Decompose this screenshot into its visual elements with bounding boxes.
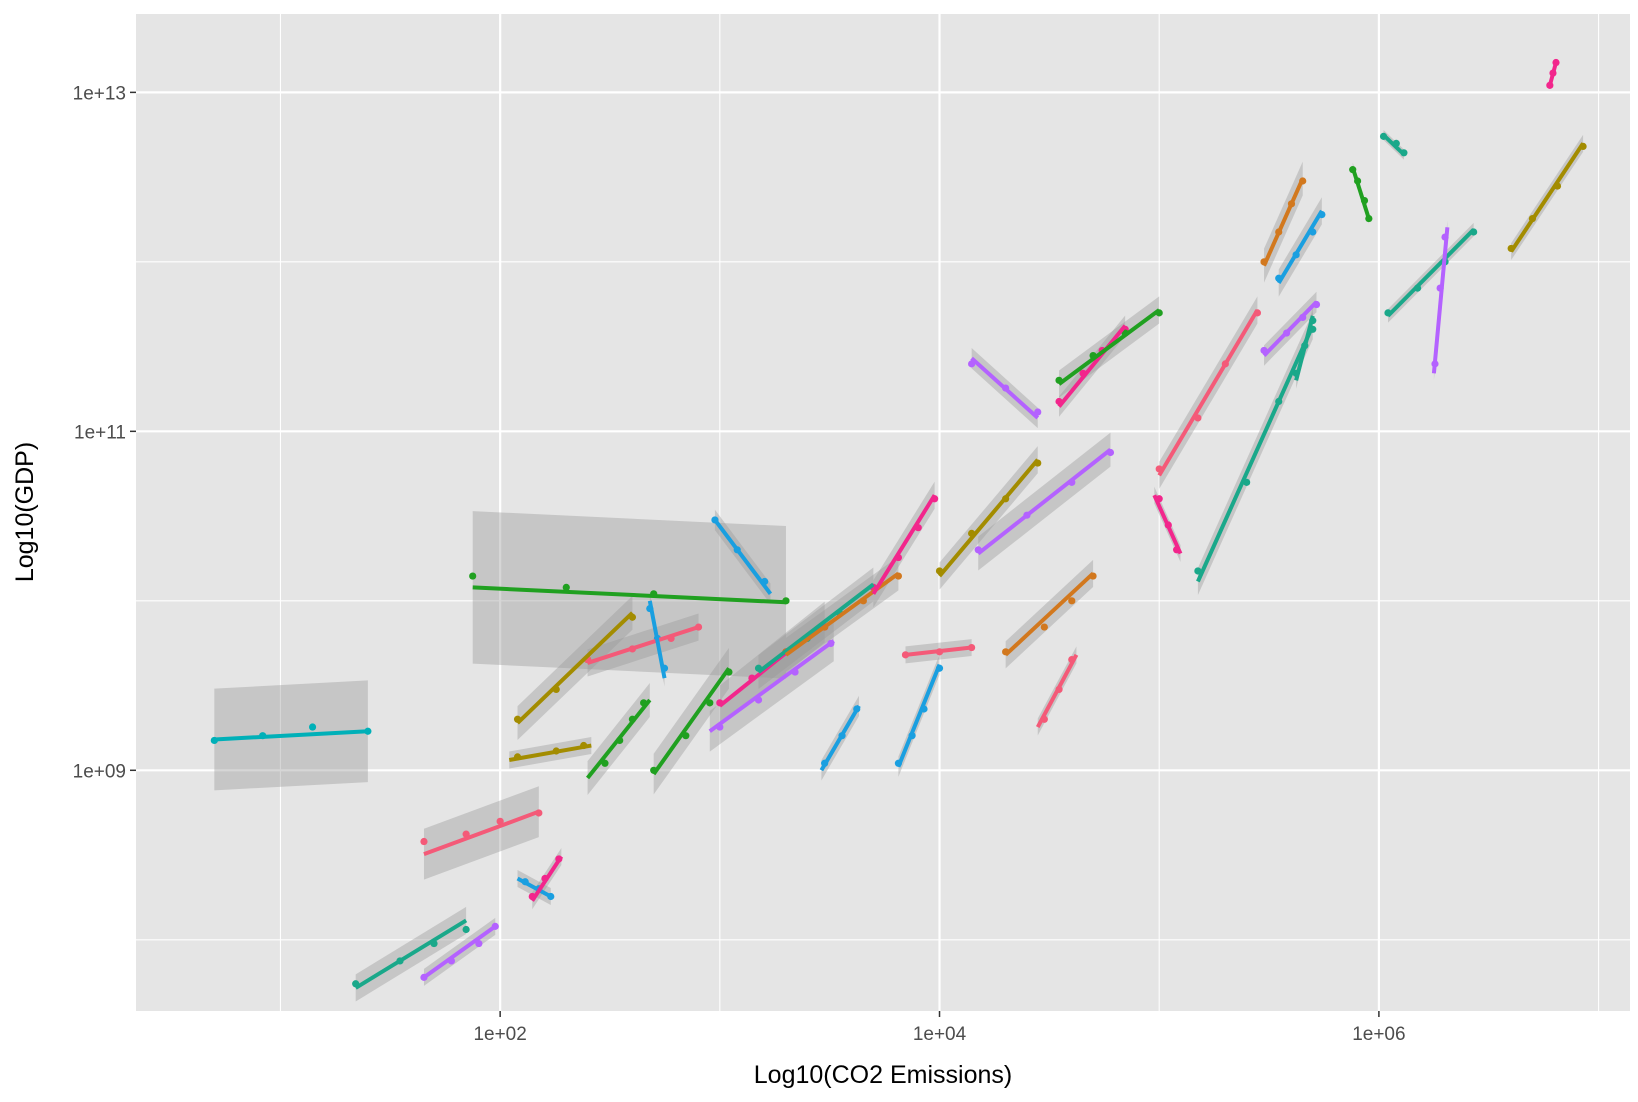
y-tick-label: 1e+11 [74,422,126,443]
data-point [469,572,477,580]
fit-line [1262,300,1318,357]
fit-line [516,876,552,899]
fit-line [647,600,667,679]
fit-line [354,918,468,990]
fit-line [1547,62,1558,86]
fit-line [1035,653,1079,728]
fit-line [1350,166,1371,220]
fit-line [976,448,1112,556]
data-point [1068,597,1076,605]
fit-line [1004,572,1095,657]
fit-line [708,639,835,733]
fit-line [819,704,861,772]
axes: 1e+02 1e+04 1e+06 1e+09 1e+11 1e+13 [73,83,1406,1045]
fit-line [1277,209,1324,285]
x-axis-title: Log10(CO2 Emissions) [754,1061,1012,1089]
fit-line [1386,228,1476,318]
fit-line [530,855,564,902]
fit-line [1294,315,1315,381]
fit-line [214,729,368,742]
fit-line [1509,142,1585,253]
fit-line [422,924,497,980]
fit-line [586,698,652,780]
fit-line [1431,227,1450,374]
fit-line [1157,308,1260,477]
fit-line [871,494,937,595]
data-point [462,925,470,934]
fit-line [970,356,1040,420]
data-point [308,723,317,731]
x-tick-label: 1e+02 [473,1024,526,1045]
data-point [496,817,504,825]
plot-area [210,58,1587,1002]
y-axis-title: Log10(GDP) [11,442,39,582]
data-point [1040,623,1048,631]
fit-line [516,611,634,725]
y-tick-label: 1e+13 [73,83,126,104]
x-tick-label: 1e+04 [913,1024,967,1045]
x-tick-label: 1e+06 [1352,1024,1405,1045]
y-tick-label: 1e+09 [73,761,126,782]
fit-line [1382,133,1406,156]
fit-line [905,645,972,657]
grid-lines [136,14,1630,1011]
data-point [420,837,428,846]
fit-line [586,625,700,665]
fit-line [896,663,942,768]
plot-panel [136,14,1630,1011]
fit-line [1057,308,1161,386]
fit-line [1057,324,1127,408]
fit-line [1152,494,1183,555]
fit-line [1262,177,1305,267]
fit-line [937,458,1040,578]
fit-line [652,667,731,776]
fit-line [1196,324,1315,583]
fit-line [757,582,875,674]
fit-line [508,743,592,762]
data-point [562,583,570,591]
fit-line [423,809,540,857]
fit-line [713,518,773,596]
fit-line [472,585,787,605]
